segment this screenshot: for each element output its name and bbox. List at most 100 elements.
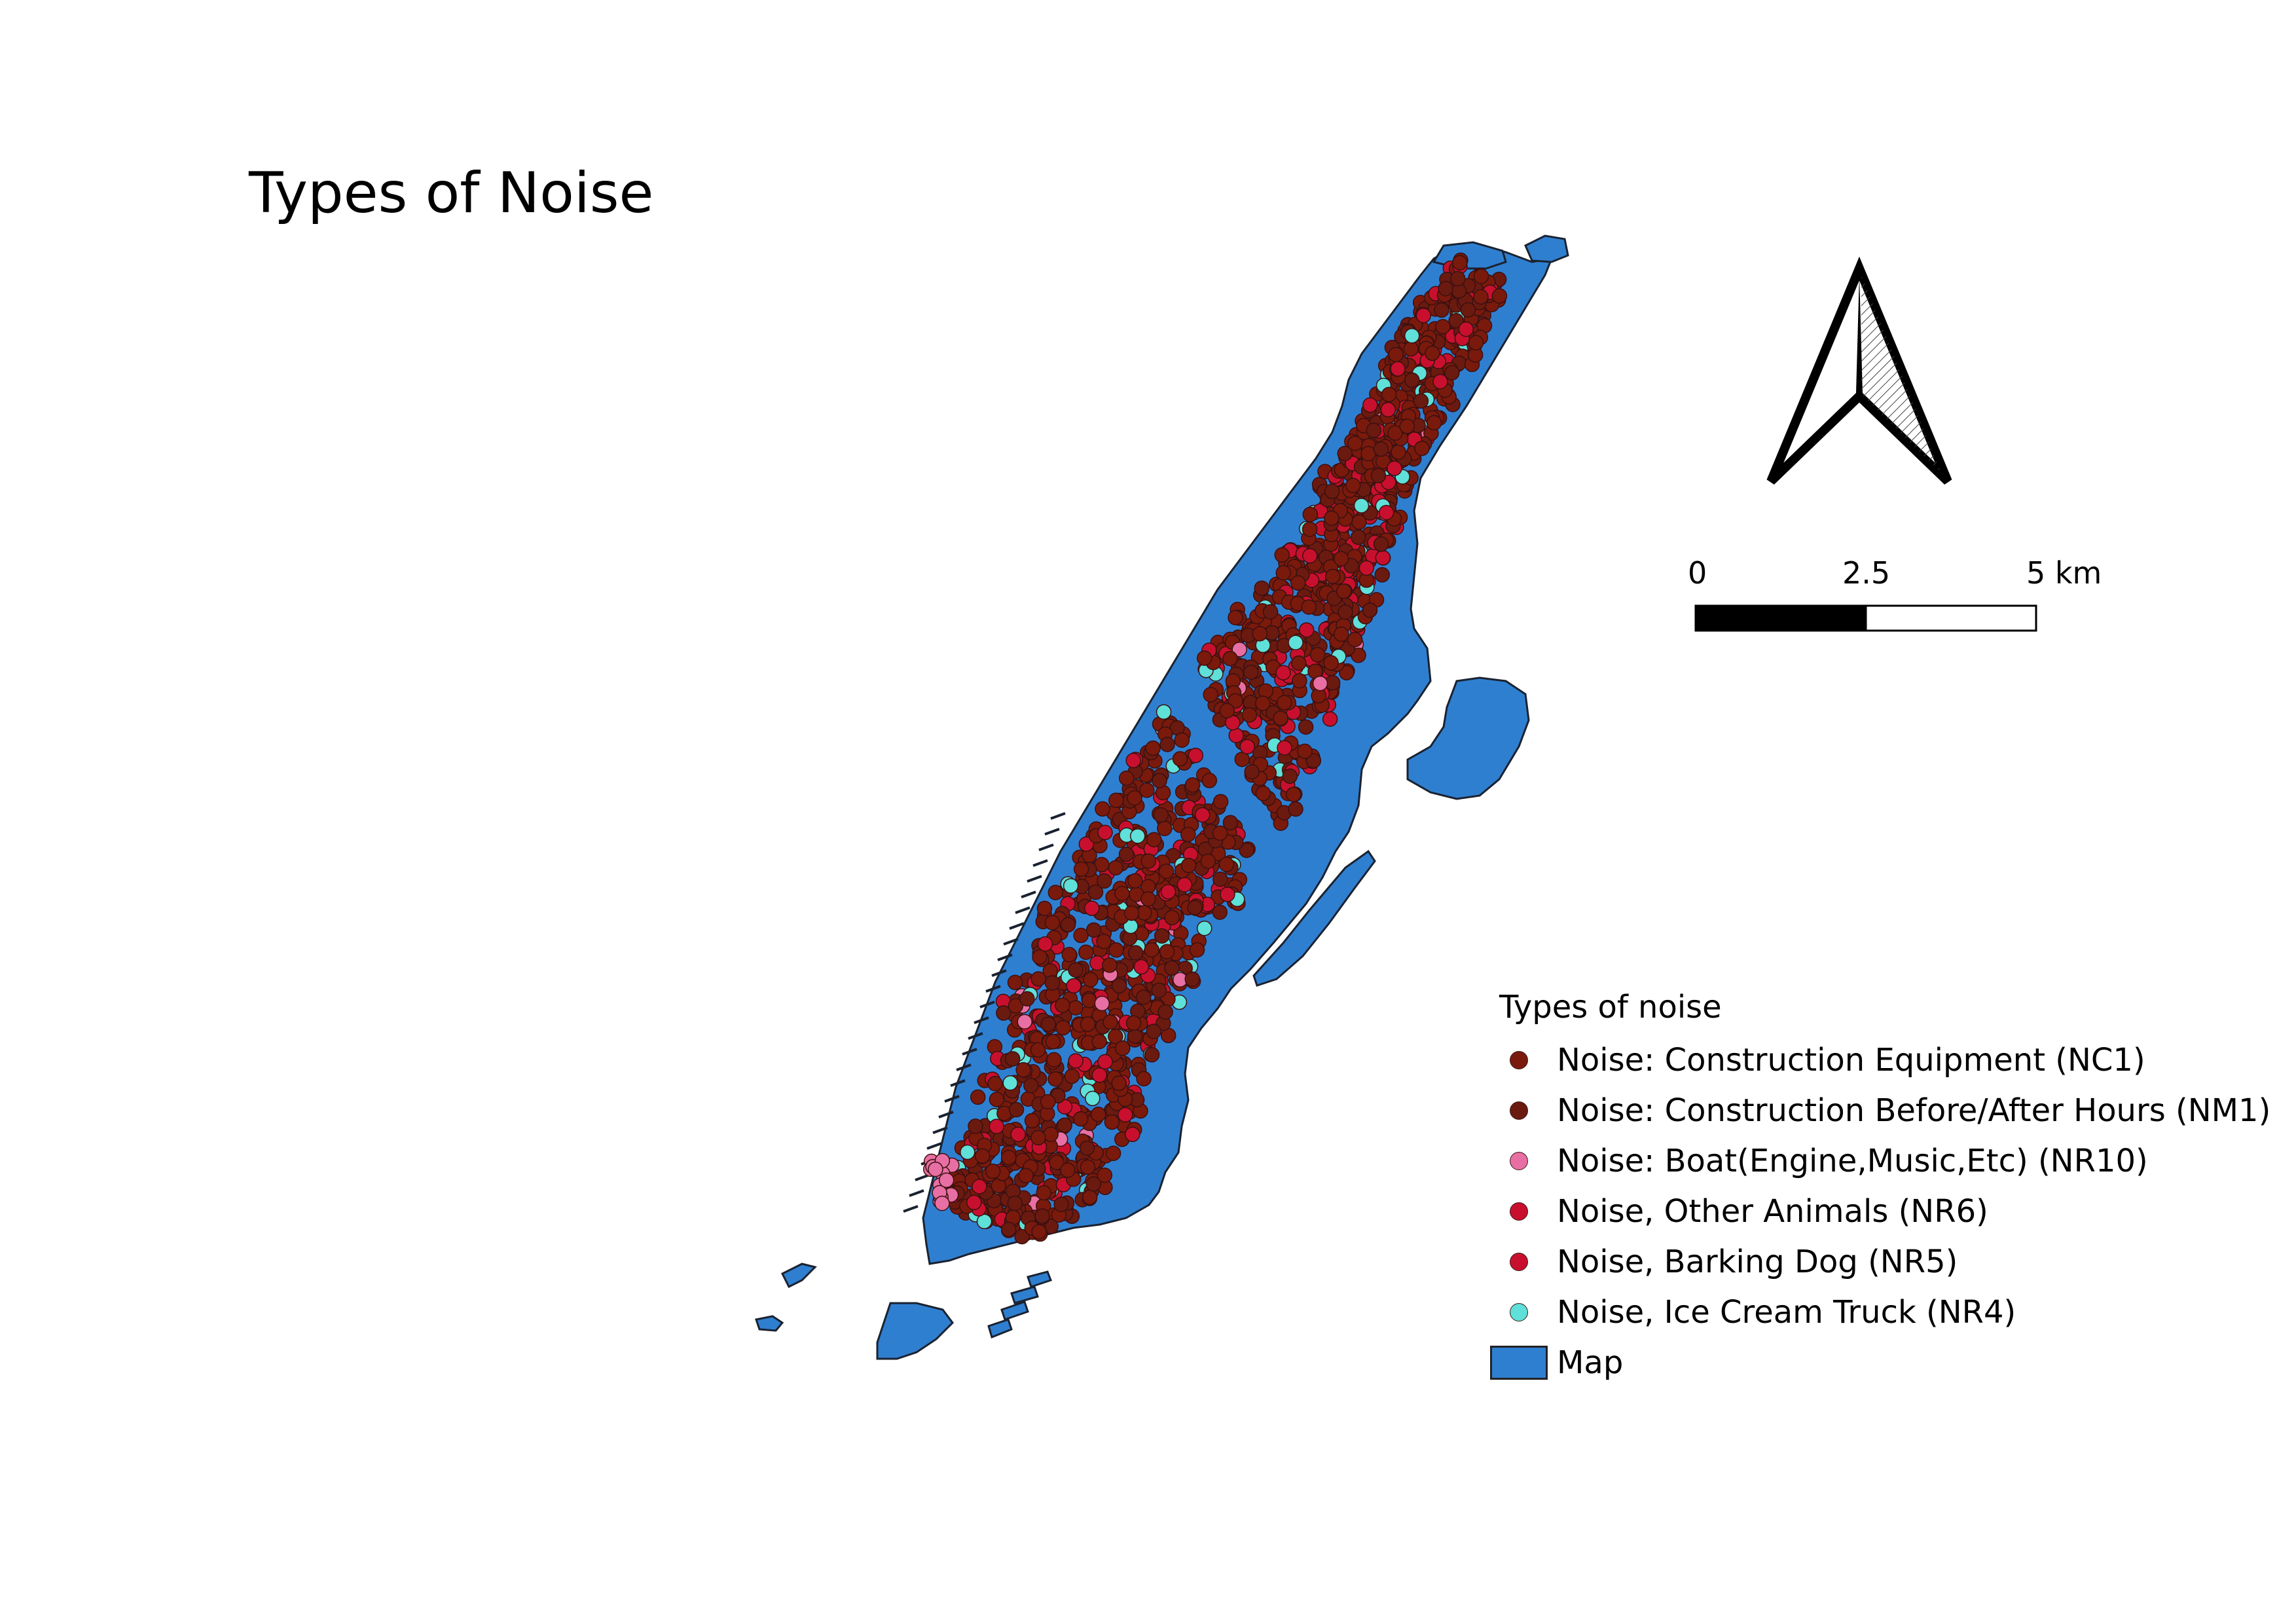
noise-point-construction-hours [1350, 529, 1366, 545]
legend: Types of noise Noise: Construction Equip… [1490, 989, 2270, 1388]
noise-point-construction [1180, 826, 1196, 843]
noise-point-construction [1347, 631, 1363, 648]
noise-point-construction [1102, 957, 1118, 973]
noise-point-construction-hours [1244, 764, 1260, 780]
noise-point-construction [1388, 346, 1404, 363]
noise-point-construction-hours [1135, 989, 1152, 1005]
noise-point-construction [1105, 1145, 1121, 1161]
noise-point-construction [1102, 1014, 1118, 1030]
noise-point-construction-hours [1057, 1117, 1072, 1134]
noise-point-animals [1298, 622, 1315, 638]
legend-label: Noise, Other Animals (NR6) [1557, 1192, 1988, 1230]
noise-point-construction [1048, 885, 1064, 900]
legend-item: Noise: Construction Before/After Hours (… [1499, 1085, 2270, 1135]
noise-point-dog [1302, 548, 1318, 564]
noise-point-construction-hours [1154, 928, 1170, 944]
noise-point-construction-hours [1460, 302, 1476, 318]
noise-point-construction [1108, 942, 1124, 958]
noise-point-construction-hours [1127, 945, 1144, 961]
noise-point-animals [1125, 752, 1141, 769]
noise-point-construction [1184, 777, 1201, 793]
roosevelt-island [1252, 849, 1376, 987]
legend-items: Noise: Construction Equipment (NC1) Noise… [1490, 1035, 2270, 1388]
noise-point-construction [985, 1163, 1001, 1179]
noise-point-construction [1111, 1075, 1127, 1092]
noise-point-construction [1426, 415, 1442, 431]
noise-point-construction-hours [1023, 1077, 1039, 1094]
noise-point-construction [1345, 477, 1361, 494]
scale-label-0: 0 [1688, 555, 1707, 591]
legend-item: Map [1490, 1337, 2270, 1388]
noise-point-animals [1239, 739, 1255, 755]
noise-point-construction-hours [1324, 483, 1340, 500]
governors-island [876, 1302, 954, 1360]
noise-point-construction [1080, 1159, 1096, 1175]
noise-point-construction [1140, 891, 1156, 907]
noise-point-construction [1064, 1068, 1080, 1084]
noise-point-construction-hours [1014, 1228, 1030, 1245]
noise-point-construction [1435, 319, 1451, 335]
noise-point-construction [1055, 997, 1070, 1013]
legend-item: Noise, Other Animals (NR6) [1499, 1186, 2270, 1236]
noise-point-construction [1127, 873, 1143, 889]
noise-point-construction [1399, 418, 1415, 434]
noise-point-construction [1351, 647, 1366, 663]
noise-point-ice-cream [1196, 920, 1212, 936]
noise-point-construction-hours [1034, 1208, 1050, 1224]
noise-point-construction [1061, 947, 1077, 963]
noise-point-construction [1324, 510, 1339, 526]
noise-point-construction-hours [1450, 270, 1466, 287]
noise-point-construction [1030, 1042, 1046, 1058]
noise-point-construction [1097, 1167, 1113, 1183]
noise-point-construction [1451, 255, 1468, 271]
noise-point-construction [1297, 743, 1313, 760]
pier-line [962, 1048, 977, 1056]
noise-points [922, 252, 1508, 1245]
pier-line [950, 1079, 966, 1087]
noise-point-construction [1203, 687, 1218, 703]
noise-point-dog [1057, 1099, 1073, 1115]
noise-point-construction [1403, 341, 1419, 357]
noise-point-construction [1080, 1016, 1096, 1032]
noise-point-dog [1010, 1126, 1026, 1142]
noise-point-dog [1068, 1053, 1084, 1069]
pier-line [991, 969, 1007, 977]
noise-point-animals [1458, 321, 1474, 337]
legend-title: Types of noise [1499, 989, 1722, 1025]
pier-line [956, 1063, 972, 1071]
noise-point-construction [1108, 1028, 1123, 1044]
noise-point-construction-hours [1404, 372, 1420, 388]
noise-point-dog [972, 1179, 987, 1194]
noise-point-boat [1017, 1014, 1032, 1029]
noise-point-construction-hours [1305, 752, 1322, 769]
noise-point-construction [1292, 673, 1307, 689]
noise-point-ice-cream [1129, 828, 1146, 844]
noise-point-construction [1491, 288, 1508, 304]
noise-point-construction [1139, 782, 1155, 798]
pier-line [997, 953, 1013, 961]
legend-label: Noise, Ice Cream Truck (NR4) [1557, 1293, 2016, 1331]
noise-point-construction-hours [968, 1118, 983, 1134]
legend-swatch-dot [1486, 1101, 1552, 1120]
noise-point-dog [1194, 807, 1211, 823]
pier-line [944, 1095, 960, 1103]
pier-line [1032, 859, 1048, 867]
noise-point-construction [1425, 345, 1440, 361]
noise-point-construction [1096, 933, 1112, 950]
map-title: Types of Noise [249, 160, 654, 226]
legend-label: Map [1557, 1344, 1624, 1381]
pier-line [926, 1142, 942, 1150]
noise-point-construction-hours [1151, 982, 1167, 998]
noise-point-dog [1097, 1054, 1113, 1070]
noise-point-construction [1081, 993, 1097, 1008]
pier-line [1038, 843, 1054, 851]
noise-point-construction [1196, 650, 1212, 666]
marble-hill [1524, 234, 1569, 263]
noise-point-construction-hours [1444, 365, 1460, 380]
noise-point-animals [1176, 877, 1193, 893]
noise-point-construction [1323, 655, 1339, 671]
noise-point-animals [1380, 401, 1396, 418]
noise-point-construction [1008, 998, 1024, 1014]
scale-bar [1694, 604, 2037, 632]
noise-point-ice-cream [1404, 327, 1420, 344]
